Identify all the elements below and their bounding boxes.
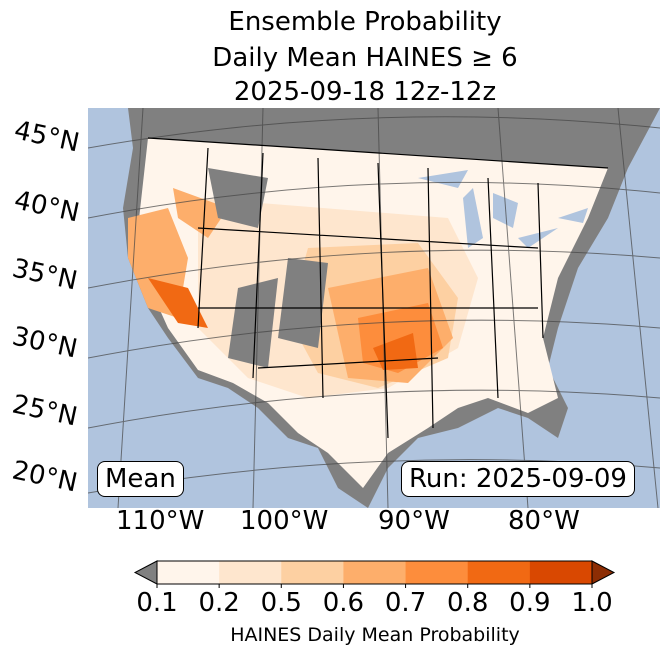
colorbar-tick-label: 0.5 xyxy=(260,588,302,618)
lat-label-40: 40°N xyxy=(11,185,82,229)
colorbar-tick-label: 0.8 xyxy=(447,588,489,618)
lat-label-20: 20°N xyxy=(9,455,80,499)
title-line-2: Daily Mean HAINES ≥ 6 xyxy=(212,43,518,73)
great-lakes xyxy=(418,170,588,248)
lon-label-90w: 90°W xyxy=(378,506,450,536)
colorbar-tick-label: 0.6 xyxy=(322,588,365,618)
lon-label-100w: 100°W xyxy=(240,506,329,536)
colorbar xyxy=(133,560,616,588)
colorbar-tick-label: 1.0 xyxy=(571,588,613,618)
colorbar-under-triangle xyxy=(133,560,158,585)
colorbar-segment xyxy=(219,561,282,584)
colorbar-tick-label: 0.1 xyxy=(136,588,178,618)
colorbar-segment xyxy=(281,561,344,584)
colorbar-over-triangle xyxy=(591,560,616,585)
colorbar-tick-label: 0.7 xyxy=(384,588,427,618)
run-label: Run: 2025-09-09 xyxy=(401,461,635,497)
state-borders xyxy=(147,137,609,439)
colorbar-segment xyxy=(343,561,407,584)
colorbar-label: HAINES Daily Mean Probability xyxy=(230,624,520,646)
title-line-1: Ensemble Probability xyxy=(228,7,502,37)
lon-label-80w: 80°W xyxy=(508,506,580,536)
colorbar-segment xyxy=(405,561,469,584)
colorbar-tick-label: 0.2 xyxy=(198,588,240,618)
lon-label-110w: 110°W xyxy=(116,506,205,536)
colorbar-segment xyxy=(157,561,220,584)
title-line-3: 2025-09-18 12z-12z xyxy=(233,77,497,107)
lat-label-25: 25°N xyxy=(9,389,80,433)
map-panel xyxy=(88,108,660,508)
colorbar-outline xyxy=(156,560,593,585)
lat-label-30: 30°N xyxy=(9,321,80,365)
mean-label: Mean xyxy=(97,461,184,497)
colorbar-segment xyxy=(467,561,531,584)
lat-label-45: 45°N xyxy=(11,115,82,159)
colorbar-tick-label: 0.9 xyxy=(509,588,551,618)
probability-fill xyxy=(128,168,478,398)
colorbar-segment xyxy=(529,561,593,584)
lat-label-35: 35°N xyxy=(9,253,80,297)
